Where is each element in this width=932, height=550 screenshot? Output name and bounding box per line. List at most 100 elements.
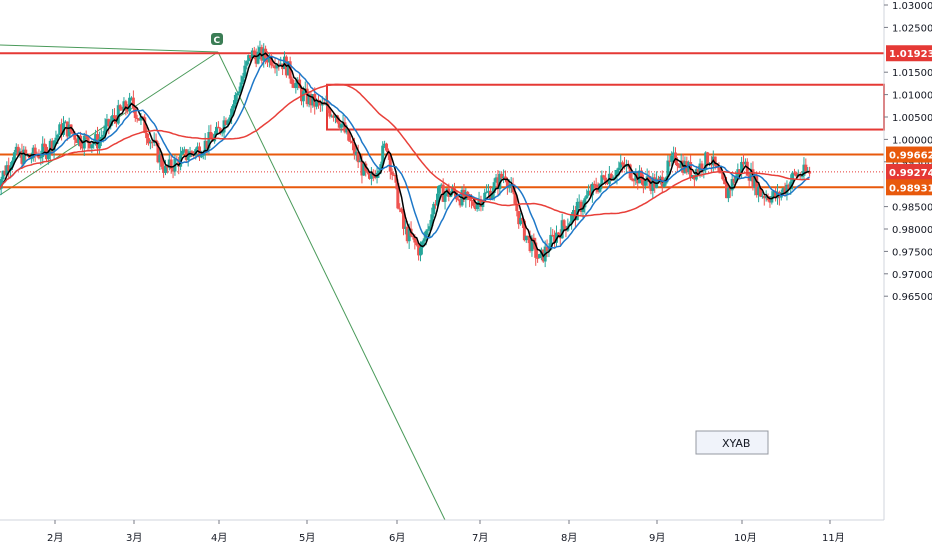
candle-body <box>528 235 532 252</box>
candle-body <box>273 66 277 69</box>
candle-body <box>33 147 37 156</box>
candle-body <box>148 141 152 144</box>
candle-body <box>77 135 81 143</box>
candle-body <box>437 185 441 194</box>
candle-body <box>218 128 222 133</box>
candle-body <box>651 177 655 191</box>
price-tick-label: 1.01500 <box>892 68 932 79</box>
candle-body <box>237 91 241 94</box>
candle-body <box>428 226 432 230</box>
candle-body <box>564 226 568 231</box>
candle-body <box>628 164 632 179</box>
candle-body <box>97 138 101 149</box>
time-tick-label: 6月 <box>389 532 405 544</box>
candle-body <box>199 155 203 158</box>
pivot-c-marker[interactable]: C <box>211 33 223 46</box>
resistance-zone-box[interactable] <box>326 83 885 131</box>
candle-body <box>286 61 290 76</box>
candle-body <box>589 190 592 196</box>
candle-body <box>128 97 132 112</box>
candle-body <box>604 177 608 183</box>
candle-body <box>351 141 354 144</box>
candle-body <box>647 176 651 183</box>
candle-body <box>330 115 334 117</box>
candle-body <box>679 160 683 168</box>
plot-area[interactable] <box>0 40 885 521</box>
candle-body <box>245 61 249 66</box>
candle-body <box>420 241 424 248</box>
candle-body <box>133 108 137 118</box>
candle-body <box>668 160 672 162</box>
ma-fast-line[interactable] <box>0 52 810 258</box>
ma-slow-line[interactable] <box>0 83 810 217</box>
trendline-1[interactable] <box>0 44 219 53</box>
time-axis[interactable]: 2月 3月 4月 5月 6月 7月 8月 9月 10月 11月 <box>47 520 845 544</box>
candle-body <box>494 177 498 183</box>
candle-body <box>698 163 702 173</box>
candle-body <box>220 132 224 134</box>
candle-body <box>307 94 311 105</box>
candle-body <box>75 139 79 143</box>
candle-body <box>662 183 666 187</box>
candle-body <box>419 247 422 256</box>
candle-body <box>643 180 647 186</box>
price-tags: 1.01923 0.99662 0.99274 0.98931 <box>886 45 932 196</box>
candle-body <box>594 184 598 190</box>
candle-body <box>235 93 239 96</box>
candle-body <box>609 173 613 181</box>
candle-body <box>704 152 708 171</box>
candle-body <box>190 151 194 154</box>
candle-body <box>719 172 723 174</box>
candle-body <box>239 82 243 92</box>
candle-body <box>301 91 305 102</box>
candle-body <box>732 179 736 183</box>
candle-body <box>789 181 793 190</box>
candle-body <box>224 120 228 125</box>
candle-body <box>475 203 479 210</box>
candle-body <box>745 161 749 176</box>
candle-body <box>311 94 315 106</box>
ma-mid-line[interactable] <box>0 55 810 249</box>
candle-body <box>192 153 196 155</box>
candle-body <box>534 242 538 258</box>
candle-body <box>549 234 553 250</box>
candle-body <box>413 236 417 243</box>
candle-body <box>124 101 128 111</box>
candle-body <box>300 88 303 102</box>
candle-body <box>65 121 69 137</box>
candle-body <box>536 257 540 259</box>
price-tag-bg <box>886 45 932 62</box>
candle-body <box>101 134 105 137</box>
candle-body <box>7 165 11 171</box>
price-axis[interactable]: 1.03000 1.02500 1.01500 1.01000 1.00500 1.000… <box>884 1 932 303</box>
candle-body <box>113 115 116 119</box>
candle-body <box>458 200 462 206</box>
candle-body <box>328 110 332 117</box>
trendline-3[interactable] <box>217 51 446 521</box>
candle-body <box>721 172 725 180</box>
candle-body <box>373 175 377 179</box>
candle-body <box>107 119 111 127</box>
xyab-label-box[interactable]: XYAB <box>695 430 769 455</box>
candle-body <box>749 169 753 181</box>
candle-body <box>487 190 490 192</box>
candle-body <box>232 104 235 109</box>
candle-body <box>723 179 727 185</box>
candle-body <box>247 55 251 62</box>
candle-body <box>592 183 596 185</box>
candle-body <box>583 198 587 208</box>
candle-body <box>39 156 43 159</box>
candle-body <box>9 165 13 171</box>
candle-body <box>167 159 171 168</box>
candle-body <box>294 83 298 88</box>
candle-body <box>764 196 768 199</box>
candle-body <box>356 151 360 163</box>
candle-body <box>505 179 509 188</box>
candle-body <box>575 201 579 221</box>
candle-body <box>0 188 1 190</box>
candle-body <box>186 157 190 160</box>
time-tick-label: 11月 <box>822 532 845 544</box>
candle-body <box>617 167 621 171</box>
candle-body <box>35 155 39 157</box>
